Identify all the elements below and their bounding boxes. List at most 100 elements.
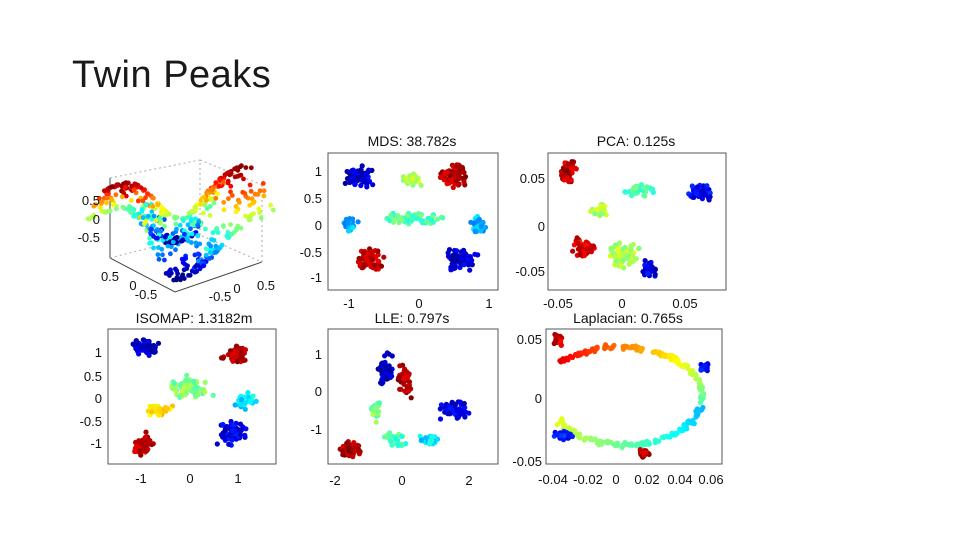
scatter-point <box>145 213 151 219</box>
scatter-point <box>195 392 201 398</box>
mds-points <box>341 162 488 273</box>
scatter-point <box>461 252 467 258</box>
scatter-point <box>159 246 165 252</box>
scatter-point <box>166 269 172 274</box>
scatter-point <box>225 180 231 186</box>
scatter-point <box>216 183 222 189</box>
scatter-point <box>401 381 407 387</box>
scatter-point <box>155 202 161 208</box>
scatter-point <box>228 183 234 189</box>
scatter-point <box>91 212 97 218</box>
mds-y-tick: -1 <box>310 270 322 285</box>
scatter-point <box>202 389 208 395</box>
scatter-point <box>452 265 458 271</box>
scatter-point <box>191 378 197 384</box>
scatter-point <box>215 230 221 235</box>
scatter-point <box>376 400 383 406</box>
scatter-point <box>108 184 114 190</box>
scatter-point <box>146 438 152 444</box>
scatter-point <box>238 402 245 408</box>
scatter-point <box>342 180 348 186</box>
scatter-point <box>656 350 662 356</box>
scatter-point <box>577 252 584 258</box>
scatter-point <box>408 395 414 401</box>
mds-title: MDS: 38.782s <box>368 133 457 149</box>
scatter-point <box>213 180 219 186</box>
scatter-point <box>104 195 110 201</box>
scatter-point <box>220 434 226 440</box>
mds-y-tick: 1 <box>315 164 322 179</box>
scatter-point <box>630 241 636 248</box>
scatter-point <box>454 408 460 414</box>
scatter-point <box>151 234 157 239</box>
scatter-point <box>641 452 647 458</box>
scatter-point <box>388 212 394 218</box>
scatter-point <box>445 250 451 256</box>
scatter-point <box>667 353 673 359</box>
scatter-point <box>184 235 190 241</box>
scatter-point <box>213 249 219 255</box>
pca-axes-box <box>547 152 727 291</box>
scatter-point <box>684 426 690 432</box>
surface-x-tick: 0 <box>129 278 136 293</box>
scatter-point <box>645 270 651 277</box>
scatter-point <box>554 332 560 339</box>
pca-x-tick: 0.05 <box>672 296 697 311</box>
laplacian-y-tick: 0.05 <box>517 332 542 347</box>
scatter-point <box>143 195 148 201</box>
scatter-point <box>143 348 149 354</box>
scatter-point <box>610 344 616 350</box>
scatter-point <box>423 219 429 225</box>
scatter-point <box>366 167 372 173</box>
scatter-point <box>155 252 161 257</box>
scatter-point <box>576 246 582 252</box>
scatter-point <box>633 345 639 351</box>
isomap-x-tick: -1 <box>135 471 147 486</box>
scatter-point <box>189 231 195 237</box>
scatter-point <box>557 358 563 364</box>
isomap-panel: ISOMAP: 1.3182m 1 0.5 0 -0.5 -1 -1 0 1 <box>80 310 277 486</box>
scatter-point <box>350 224 356 231</box>
isomap-y-tick: -0.5 <box>80 414 102 429</box>
scatter-point <box>109 197 115 203</box>
scatter-point <box>149 209 155 215</box>
scatter-point <box>588 208 594 214</box>
scatter-point <box>99 208 105 214</box>
scatter-point <box>219 243 225 248</box>
scatter-point <box>347 179 353 185</box>
scatter-point <box>157 215 163 221</box>
scatter-point <box>207 213 213 218</box>
scatter-point <box>207 250 213 255</box>
pca-x-tick: 0 <box>618 296 625 311</box>
scatter-point <box>184 266 190 271</box>
scatter-point <box>461 179 467 185</box>
scatter-point <box>210 230 216 236</box>
scatter-point <box>158 221 163 226</box>
scatter-point <box>173 247 178 253</box>
lle-y-tick: -1 <box>310 422 322 437</box>
scatter-point <box>138 185 144 191</box>
scatter-point <box>569 159 575 165</box>
isomap-axes-box <box>107 328 277 465</box>
scatter-point <box>229 231 235 237</box>
scatter-point <box>384 376 390 382</box>
scatter-point <box>153 218 159 224</box>
scatter-point <box>164 212 170 218</box>
scatter-point <box>192 384 198 390</box>
scatter-point <box>378 367 384 373</box>
scatter-point <box>208 243 214 249</box>
surface-3d-box <box>109 159 263 293</box>
scatter-point <box>180 260 186 265</box>
scatter-point <box>399 442 406 448</box>
scatter-point <box>240 357 246 364</box>
laplacian-x-tick: -0.04 <box>538 472 568 487</box>
scatter-point <box>442 171 448 177</box>
scatter-point <box>629 442 636 448</box>
scatter-point <box>268 202 273 208</box>
scatter-point <box>581 252 588 259</box>
scatter-point <box>114 206 119 212</box>
scatter-point <box>569 354 576 361</box>
scatter-point <box>575 240 581 246</box>
laplacian-panel: Laplacian: 0.765s 0.05 0 -0.05 -0.04 -0.… <box>512 310 723 487</box>
scatter-point <box>134 341 140 347</box>
